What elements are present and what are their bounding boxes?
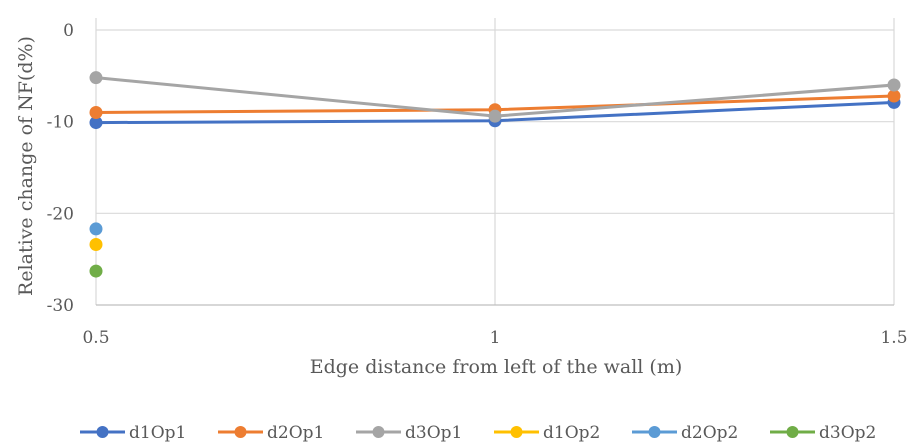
legend-item: d2Op1 <box>218 423 324 443</box>
data-point <box>887 78 901 92</box>
legend-label: d3Op1 <box>405 423 462 443</box>
legend-label: d3Op2 <box>819 423 876 443</box>
series-d2Op2 <box>89 222 103 236</box>
x-tick-label: 0.5 <box>82 328 109 348</box>
y-axis-title: Relative change of NF(d%) <box>15 36 37 296</box>
legend-label: d2Op2 <box>681 423 738 443</box>
x-tick-label: 1.5 <box>880 328 907 348</box>
gridlines <box>95 18 895 306</box>
data-point <box>488 109 502 123</box>
data-point <box>89 116 103 130</box>
y-tick-label: -30 <box>47 296 74 316</box>
legend-label: d1Op1 <box>129 423 186 443</box>
legend-swatch-marker <box>96 426 109 438</box>
legend-item: d2Op2 <box>632 423 738 443</box>
data-point <box>89 106 103 119</box>
y-axis-tick-labels: 0 -10 -20 -30 <box>47 21 74 316</box>
legend-swatch-marker <box>786 426 799 438</box>
legend-item: d3Op1 <box>356 423 462 443</box>
series-d1Op2 <box>89 238 103 251</box>
data-point <box>89 238 103 251</box>
series-layer <box>89 71 901 278</box>
legend-swatch-marker <box>234 426 247 438</box>
data-point <box>89 222 103 236</box>
legend-swatch-marker <box>510 426 523 438</box>
data-point <box>89 71 103 85</box>
y-tick-label: 0 <box>63 21 74 41</box>
x-axis-tick-labels: 0.5 1 1.5 <box>82 328 907 348</box>
legend-label: d1Op2 <box>543 423 600 443</box>
data-point <box>887 89 901 103</box>
legend-swatch-marker <box>372 426 385 438</box>
series-d3Op2 <box>89 264 103 278</box>
x-axis-title: Edge distance from left of the wall (m) <box>310 356 683 378</box>
legend-item: d1Op2 <box>494 423 600 443</box>
legend: d1Op1 d2Op1 d3Op1 d1Op2 d2Op2 d3Op2 <box>80 423 876 443</box>
legend-item: d1Op1 <box>80 423 186 443</box>
legend-swatch-marker <box>648 426 661 438</box>
x-tick-label: 1 <box>490 328 501 348</box>
y-tick-label: -10 <box>47 113 74 133</box>
legend-label: d2Op1 <box>267 423 324 443</box>
legend-item: d3Op2 <box>770 423 876 443</box>
y-tick-label: -20 <box>47 204 74 224</box>
series-d3Op1 <box>89 71 901 123</box>
data-point <box>89 264 103 278</box>
